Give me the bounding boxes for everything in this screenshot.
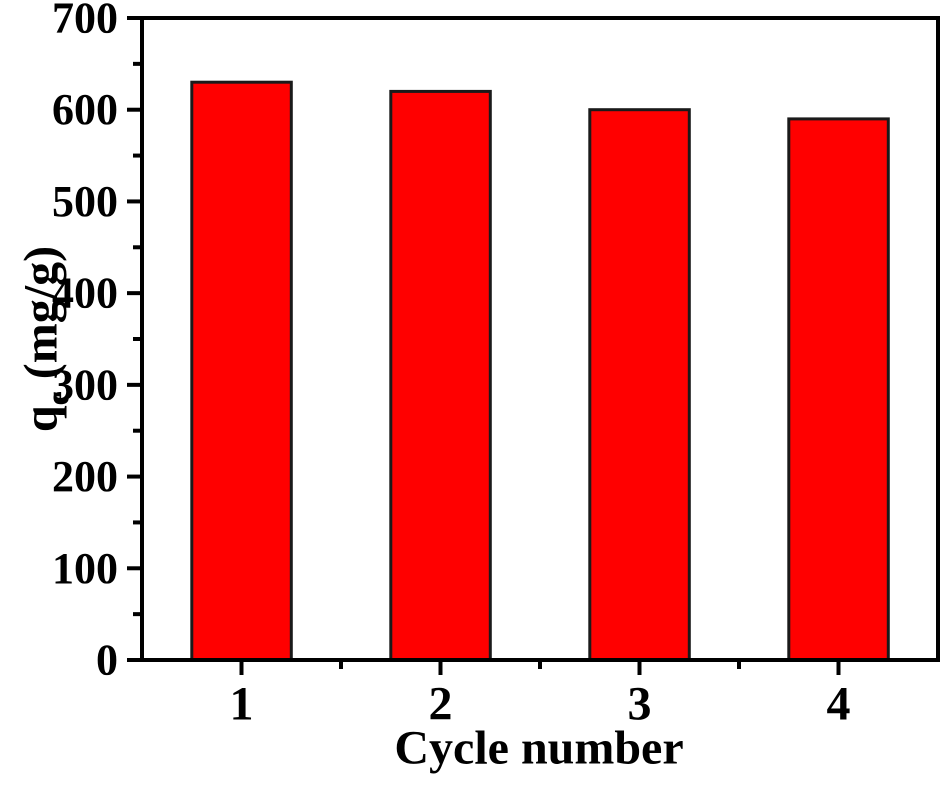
y-tick-label: 200 — [52, 452, 118, 501]
x-tick-label: 4 — [827, 678, 851, 731]
x-axis-label: Cycle number — [394, 721, 684, 775]
y-tick-label: 400 — [52, 269, 118, 318]
y-tick-label: 100 — [52, 544, 118, 593]
y-tick-label: 600 — [52, 85, 118, 134]
x-tick-label: 1 — [230, 678, 254, 731]
y-tick-label: 0 — [96, 636, 118, 685]
bar-cycle-1 — [190, 80, 293, 662]
bar-cycle-4 — [787, 117, 890, 662]
axis-frame — [140, 16, 940, 662]
x-tick-label: 2 — [429, 678, 453, 731]
y-tick-label: 300 — [52, 360, 118, 409]
y-axis-label: qe (mg/g) — [14, 246, 77, 432]
bar-cycle-2 — [389, 89, 492, 662]
y-tick-label: 700 — [52, 0, 118, 43]
x-tick-label: 3 — [628, 678, 652, 731]
y-axis-label-base: q — [14, 405, 68, 433]
bar-cycle-3 — [588, 108, 691, 662]
y-axis-label-units: (mg/g) — [14, 245, 68, 392]
y-axis-label-subscript: e — [39, 391, 76, 406]
y-tick-label: 500 — [52, 177, 118, 226]
